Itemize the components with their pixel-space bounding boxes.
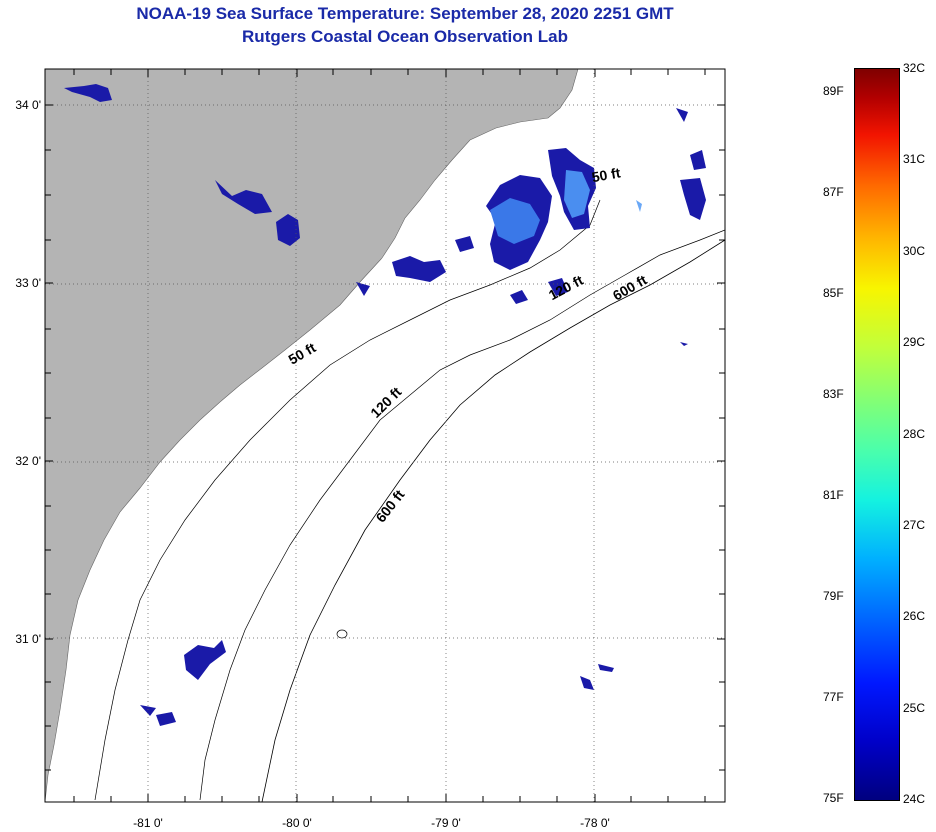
colorbar-fahrenheit-label: 81F	[823, 488, 844, 502]
map-subtitle: Rutgers Coastal Ocean Observation Lab	[242, 27, 568, 46]
map-title: NOAA-19 Sea Surface Temperature: Septemb…	[136, 4, 674, 23]
lon-tick-label: -79 0'	[431, 816, 461, 830]
colorbar-fahrenheit-label: 89F	[823, 84, 844, 98]
sst-observations	[64, 84, 706, 726]
map-frame	[44, 68, 726, 803]
colorbar-celsius-label: 31C	[903, 152, 926, 167]
land-mass	[45, 69, 579, 802]
colorbar-fahrenheit-label: 85F	[823, 286, 844, 300]
depth-contour-label: 50 ft	[590, 164, 621, 185]
colorbar-celsius-label: 29C	[903, 335, 926, 350]
temperature-colorbar	[854, 68, 900, 801]
contour-600ft	[261, 239, 725, 802]
colorbar-celsius-label: 25C	[903, 700, 926, 715]
colorbar-celsius-label: 28C	[903, 426, 926, 441]
colorbar-celsius-label: 26C	[903, 609, 926, 624]
colorbar-fahrenheit-label: 75F	[823, 791, 844, 805]
lon-tick-label: -78 0'	[580, 816, 610, 830]
colorbar-celsius-label: 24C	[903, 792, 926, 806]
colorbar-celsius-label: 27C	[903, 517, 926, 532]
lat-tick-label: 33 0'	[15, 276, 41, 290]
sst-map: 34 0' 33 0' 32 0' 31 0' -81 0' -80 0' -79 0' -…	[15, 68, 726, 830]
colorbar-celsius-label: 30C	[903, 243, 926, 258]
colorbar-fahrenheit-label: 79F	[823, 589, 844, 603]
contour-50ft	[94, 199, 601, 801]
lon-tick-label: -80 0'	[282, 816, 312, 830]
colorbar-celsius-label: 32C	[903, 61, 926, 75]
colorbar-fahrenheit-label: 87F	[823, 185, 844, 199]
lat-tick-label: 31 0'	[15, 632, 41, 646]
lat-tick-label: 32 0'	[15, 454, 41, 468]
lat-tick-label: 34 0'	[15, 98, 41, 112]
lat-lon-grid	[45, 69, 725, 802]
contour-120ft	[199, 229, 725, 801]
lon-tick-label: -81 0'	[133, 816, 163, 830]
colorbar-fahrenheit-label: 83F	[823, 387, 844, 401]
colorbar-fahrenheit-label: 77F	[823, 690, 844, 704]
